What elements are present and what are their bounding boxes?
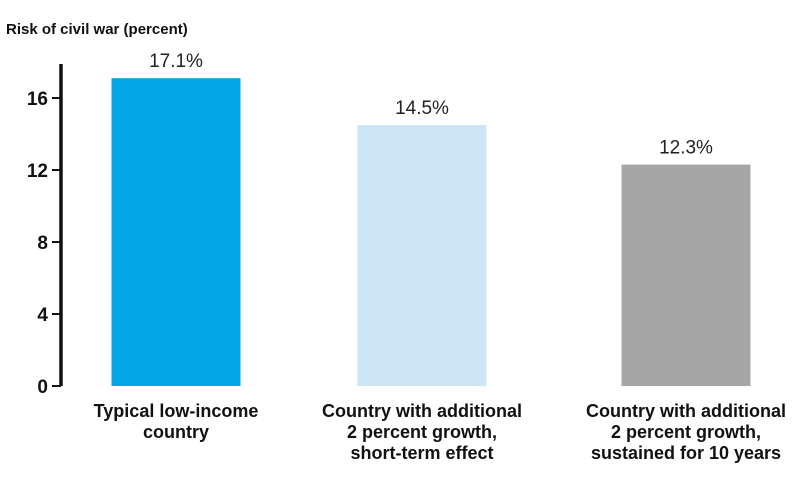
category-label: Country with additional [322, 401, 522, 421]
category-label: 2 percent growth, [611, 422, 761, 442]
data-label: 14.5% [395, 98, 449, 119]
category-label: Country with additional [586, 401, 786, 421]
category-label: country [143, 422, 209, 442]
bar [357, 125, 487, 386]
axis-layer: 0 4 8 12 16 [27, 64, 63, 398]
category-label: Typical low-income [94, 401, 259, 421]
data-label: 12.3% [659, 138, 713, 159]
category-label: sustained for 10 years [591, 443, 781, 463]
bar [111, 78, 241, 386]
bar-layer [111, 78, 751, 386]
y-tick-label: 4 [37, 305, 48, 326]
y-tick-label: 0 [37, 377, 48, 398]
y-axis-label: Risk of civil war (percent) [6, 21, 188, 38]
bar [621, 164, 751, 386]
y-tick-label: 12 [27, 161, 48, 182]
y-tick-label: 8 [37, 233, 48, 254]
category-label: 2 percent growth, [347, 422, 497, 442]
data-label: 17.1% [149, 51, 203, 72]
category-label: short-term effect [350, 443, 493, 463]
y-tick-label: 16 [27, 89, 48, 110]
